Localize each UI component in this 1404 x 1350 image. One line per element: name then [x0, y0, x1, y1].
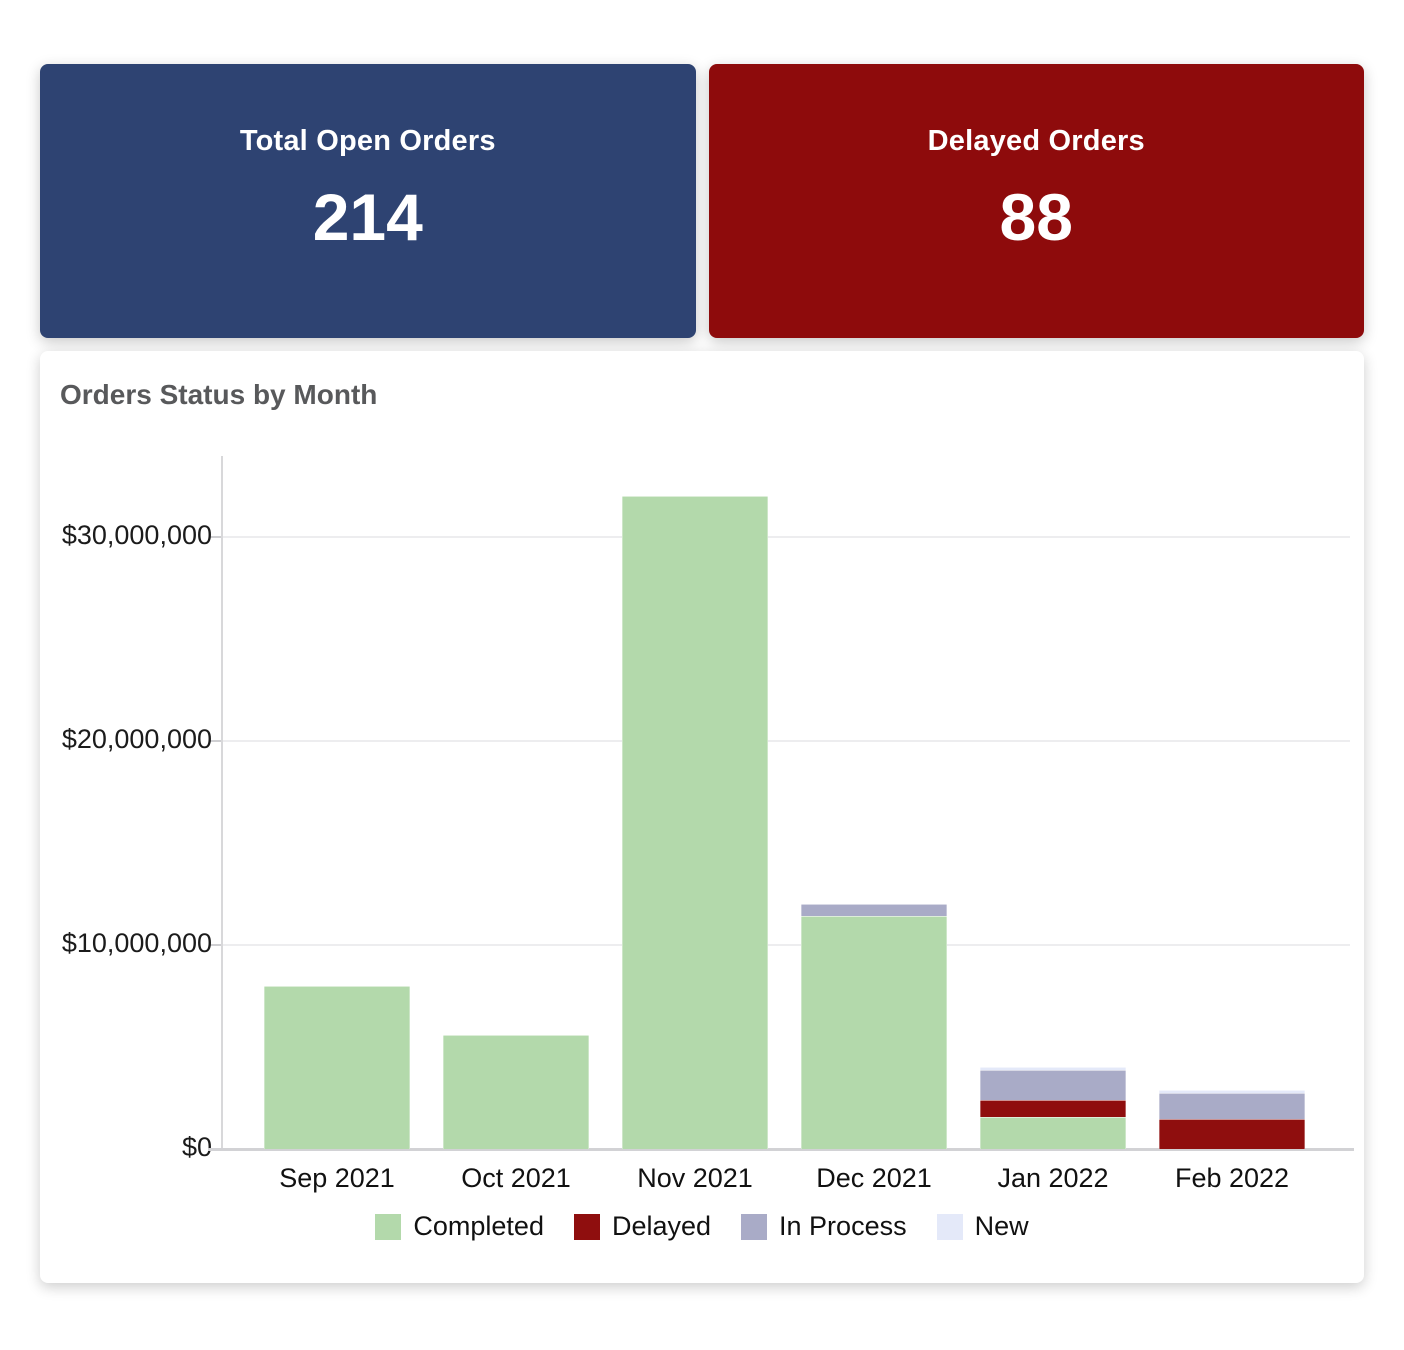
gridline [223, 944, 1350, 946]
bar-oct-2021[interactable] [443, 1034, 589, 1149]
bar-segment-delayed[interactable] [1159, 1119, 1305, 1149]
legend-item-completed[interactable]: Completed [375, 1211, 544, 1242]
x-axis-label: Nov 2021 [637, 1163, 753, 1193]
kpi-card-total-open-orders[interactable]: Total Open Orders 214 [40, 64, 696, 338]
y-tick-label: $20,000,000 [61, 724, 212, 754]
x-axis-label: Feb 2022 [1174, 1163, 1290, 1193]
bar-segment-new[interactable] [1159, 1089, 1305, 1093]
bar-segment-delayed[interactable] [980, 1100, 1126, 1118]
gridline [223, 740, 1350, 742]
y-tick-mark [210, 740, 221, 742]
kpi-label: Total Open Orders [239, 124, 496, 157]
chart-legend: Completed Delayed In Process New [40, 1211, 1364, 1242]
y-tick-mark [210, 944, 221, 946]
bar-sep-2021[interactable] [264, 985, 410, 1149]
y-tick-label: $0 [181, 1132, 212, 1162]
orders-status-chart-card: Orders Status by Month $0 $10,000,000 $20,… [40, 351, 1364, 1283]
bar-segment-in-process[interactable] [801, 904, 947, 917]
x-axis-label: Dec 2021 [816, 1163, 932, 1193]
kpi-card-delayed-orders[interactable]: Delayed Orders 88 [708, 64, 1364, 338]
legend-swatch [573, 1213, 600, 1240]
legend-label: Delayed [611, 1211, 712, 1241]
legend-item-delayed[interactable]: Delayed [573, 1211, 712, 1242]
kpi-value: 214 [312, 179, 423, 254]
kpi-value: 88 [999, 179, 1073, 254]
bar-segment-completed[interactable] [443, 1034, 589, 1149]
legend-label: Completed [413, 1211, 544, 1241]
y-axis-line [221, 456, 223, 1149]
legend-swatch [741, 1213, 768, 1240]
bar-segment-new[interactable] [980, 1067, 1126, 1071]
legend-swatch [936, 1213, 963, 1240]
bar-feb-2022[interactable] [1159, 1089, 1305, 1149]
stacked-bar-plot: $0 $10,000,000 $20,000,000 $30,000,000 Sep 2… [40, 351, 1364, 1283]
bar-dec-2021[interactable] [801, 904, 947, 1149]
bar-nov-2021[interactable] [622, 496, 768, 1149]
bar-segment-completed[interactable] [622, 496, 768, 1149]
legend-label: New [974, 1211, 1029, 1241]
bar-jan-2022[interactable] [980, 1067, 1126, 1149]
gridline [223, 536, 1350, 538]
legend-item-new[interactable]: New [936, 1211, 1029, 1242]
kpi-label: Delayed Orders [927, 124, 1145, 157]
x-axis-baseline [208, 1148, 1354, 1151]
kpi-row: Total Open Orders 214 Delayed Orders 88 [40, 64, 1364, 338]
x-axis-label: Oct 2021 [461, 1163, 571, 1193]
y-tick-label: $30,000,000 [61, 520, 212, 550]
bar-segment-completed[interactable] [801, 916, 947, 1149]
y-tick-label: $10,000,000 [61, 928, 212, 958]
bar-segment-in-process[interactable] [980, 1070, 1126, 1101]
bar-segment-completed[interactable] [980, 1117, 1126, 1149]
legend-swatch [375, 1213, 402, 1240]
y-tick-mark [210, 536, 221, 538]
x-axis-label: Sep 2021 [279, 1163, 395, 1193]
legend-label: In Process [779, 1211, 907, 1241]
bar-segment-in-process[interactable] [1159, 1092, 1305, 1120]
x-axis-label: Jan 2022 [997, 1163, 1109, 1193]
bar-segment-completed[interactable] [264, 985, 410, 1149]
chart-title: Orders Status by Month [60, 379, 378, 410]
legend-item-in-process[interactable]: In Process [741, 1211, 907, 1242]
